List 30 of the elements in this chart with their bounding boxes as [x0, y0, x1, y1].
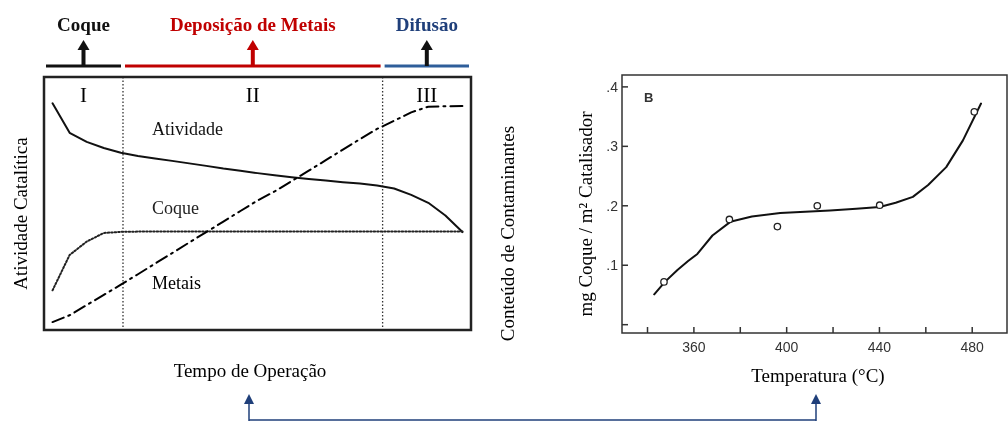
annotation: I [80, 83, 87, 107]
y-tick-label: .2 [606, 197, 619, 214]
point [773, 222, 782, 231]
x-axis-title: Tempo de Operação [173, 360, 327, 381]
x-tick-label: 480 [960, 339, 985, 355]
point [813, 201, 822, 210]
annotation: B [644, 90, 654, 105]
y-axis-title: mg Coque / m² Catalisador [575, 110, 596, 317]
point [660, 278, 668, 286]
point [725, 215, 734, 224]
x-tick-label: 360 [682, 339, 706, 355]
text: Coque [57, 14, 110, 35]
text: Deposição de Metais [169, 14, 336, 35]
series-label: Coque [152, 197, 200, 218]
y-tick-label: .3 [606, 138, 619, 155]
y-tick-label: .1 [606, 257, 619, 274]
series-label: Metais [152, 273, 202, 294]
point [875, 201, 884, 210]
x-axis-title: Temperatura (°C) [751, 365, 885, 387]
y-tick-label: .4 [606, 78, 619, 95]
annotation: II [245, 83, 260, 107]
x-tick-label: 440 [867, 339, 892, 355]
series-label: Atividade [152, 118, 224, 139]
point [970, 108, 979, 116]
line-series [653, 102, 983, 296]
x-tick-label: 400 [774, 339, 799, 355]
text: Difusão [395, 14, 458, 35]
y-axis-title: Atividade Catalítica [10, 136, 31, 290]
annotation: III [416, 83, 438, 107]
y2-axis-title: Conteúdo de Contaminantes [497, 125, 518, 342]
